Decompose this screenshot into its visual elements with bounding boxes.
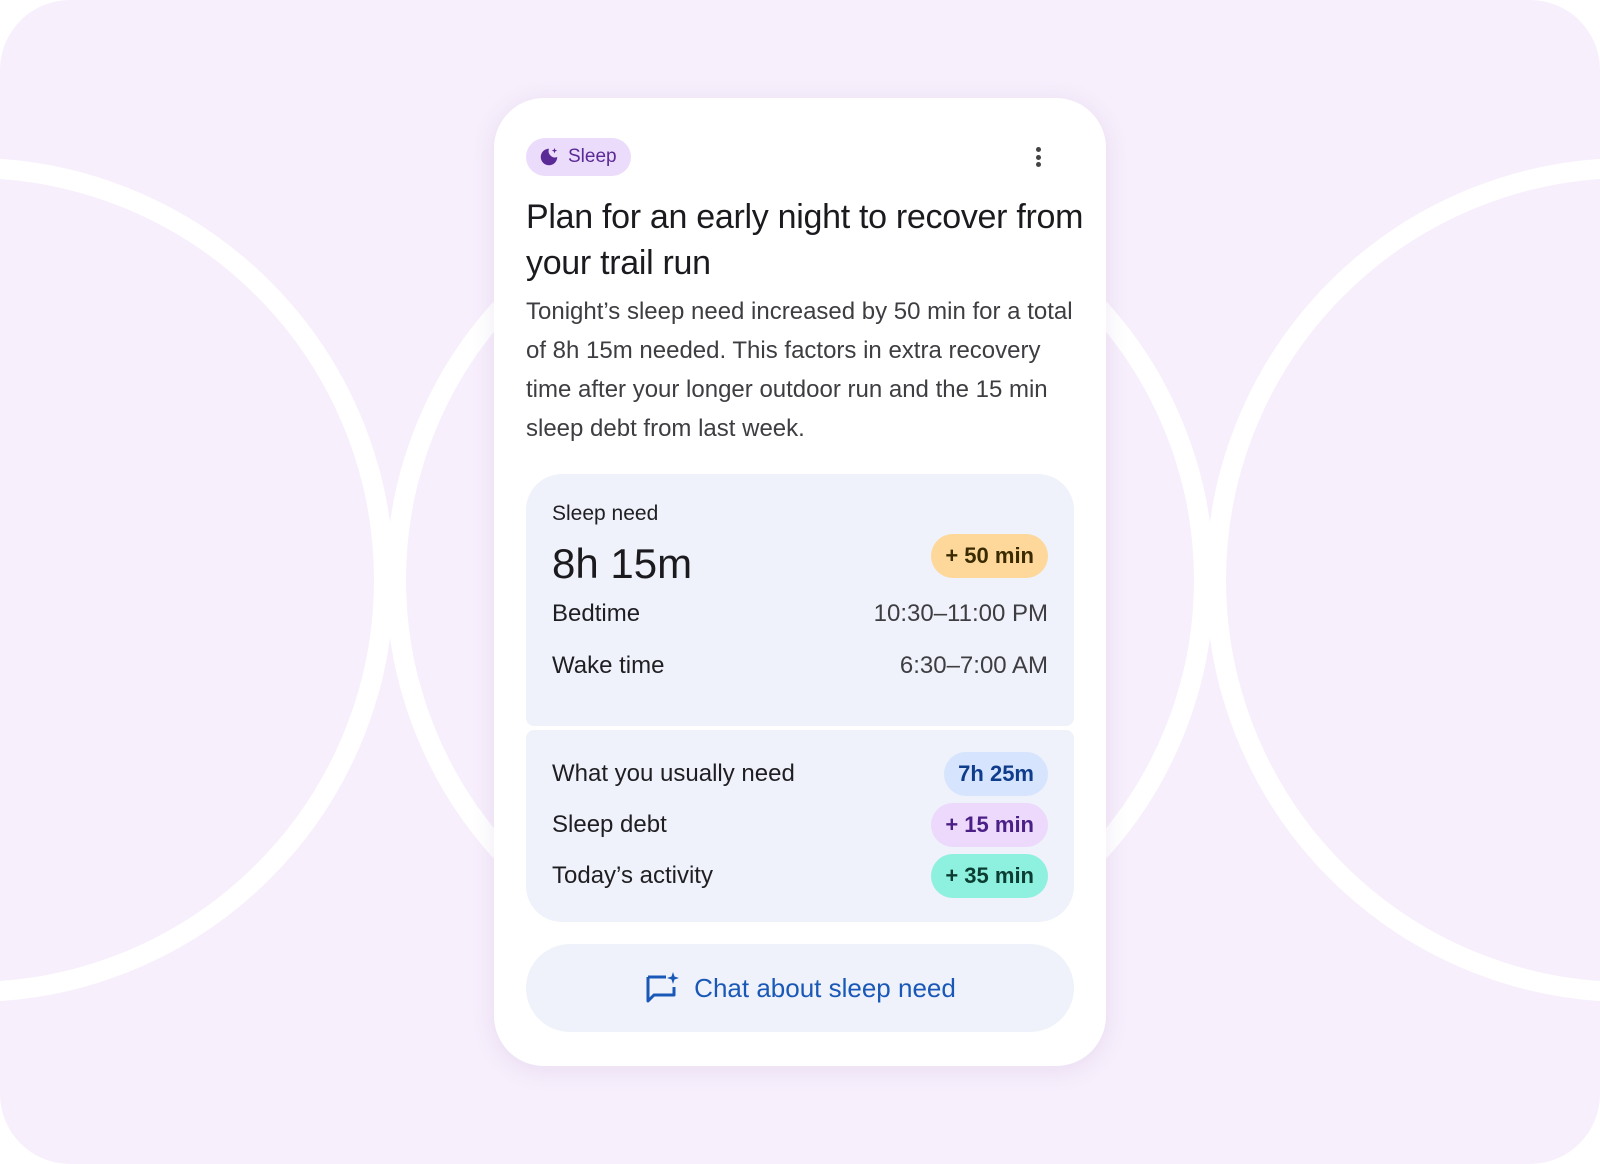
more-vert-icon[interactable]	[1028, 144, 1048, 170]
moon-sparkle-icon	[540, 147, 558, 166]
card-description: Tonight’s sleep need increased by 50 min…	[526, 298, 1073, 442]
sleep-need-value: 8h 15m	[552, 540, 693, 587]
chat-button-label: Chat about sleep need	[694, 972, 956, 1003]
wake-time-value: 6:30–7:00 AM	[899, 652, 1048, 679]
sleep-debt-badge: + 15 min	[931, 803, 1048, 847]
wake-time-label: Wake time	[552, 652, 665, 679]
chip-label: Sleep	[568, 146, 617, 167]
sleep-need-change-badge: + 50 min	[931, 534, 1048, 578]
chat-about-sleep-need-button[interactable]: Chat about sleep need	[526, 944, 1074, 1032]
activity-badge: + 35 min	[931, 854, 1048, 898]
sleep-debt-label: Sleep debt	[552, 811, 667, 838]
chat-spark-icon	[646, 972, 680, 1003]
card-title: Plan for an early night to recover from …	[526, 198, 1084, 282]
sleep-chip[interactable]: Sleep	[526, 138, 631, 176]
activity-label: Today’s activity	[552, 862, 713, 889]
usual-need-label: What you usually need	[552, 760, 795, 787]
bedtime-value: 10:30–11:00 PM	[873, 600, 1048, 627]
bedtime-label: Bedtime	[552, 600, 641, 627]
sleep-insight-card: Sleep Plan for an early night to recover…	[494, 98, 1106, 1066]
sleep-need-panel: Sleep need 8h 15m + 50 min Bedtime 10:30…	[526, 474, 1074, 726]
sleep-need-label: Sleep need	[552, 502, 659, 525]
usual-need-badge: 7h 25m	[944, 752, 1048, 796]
breakdown-panel: What you usually need 7h 25m Sleep debt …	[526, 730, 1074, 922]
